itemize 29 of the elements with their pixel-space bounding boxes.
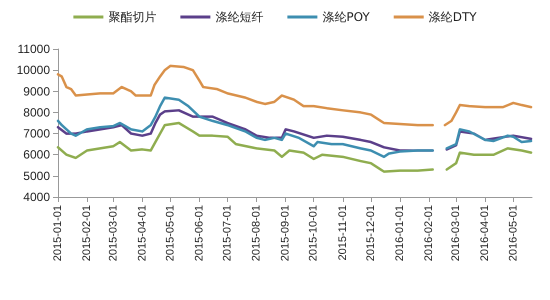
x-tick-label: 2016-01-01 (394, 205, 406, 262)
x-tick-label: 2015-07-01 (222, 205, 234, 262)
x-tick-label: 2015-12-01 (364, 205, 377, 262)
y-tick-label: 6000 (23, 148, 50, 162)
y-tick-label: 10000 (16, 63, 50, 78)
x-tick-label: 2016-02-01 (422, 205, 435, 262)
y-tick-label: 7000 (23, 126, 50, 141)
x-tick-label: 2015-02-01 (81, 205, 94, 262)
legend-label: 涤纶短纤 (215, 10, 264, 24)
x-tick-label: 2015-09-01 (280, 205, 292, 262)
legend-label: 涤纶POY (322, 10, 370, 24)
y-tick-label: 8000 (23, 105, 50, 120)
x-tick-label: 2015-10-01 (308, 205, 320, 262)
x-tick-label: 2015-11-01 (336, 205, 349, 260)
y-tick-label: 11000 (18, 42, 50, 56)
x-tick-label: 2015-04-01 (136, 205, 148, 262)
legend-label: 涤纶DTY (428, 10, 478, 24)
x-tick-label: 2016-03-01 (450, 205, 462, 262)
x-tick-label: 2015-08-01 (250, 205, 263, 262)
legend-label: 聚酯切片 (108, 10, 156, 24)
x-tick-label: 2015-05-01 (164, 205, 176, 262)
x-tick-label: 2016-05-01 (507, 205, 520, 262)
x-tick-label: 2016-04-01 (479, 205, 492, 262)
y-tick-label: 9000 (23, 84, 50, 98)
y-tick-label: 4000 (23, 190, 50, 204)
x-tick-label: 2015-06-01 (193, 205, 206, 262)
x-tick-label: 2015-03-01 (107, 205, 120, 262)
y-tick-label: 5000 (23, 168, 50, 183)
x-tick-label: 2015-01-01 (52, 205, 64, 262)
